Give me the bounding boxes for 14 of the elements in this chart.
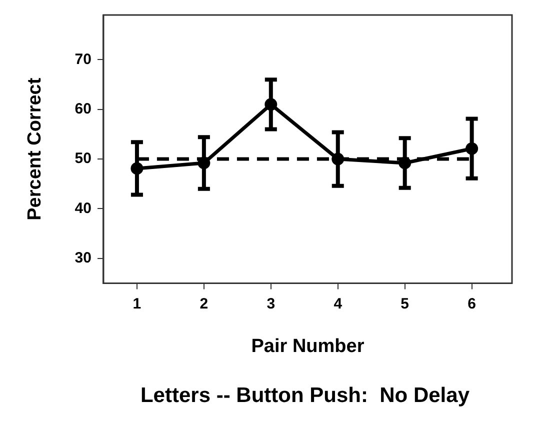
y-tick-label: 60 bbox=[74, 100, 92, 118]
text: Letters -- Button Push: No Delay bbox=[139, 384, 471, 408]
x-tick-label: 6 bbox=[468, 295, 476, 312]
x-axis-title: Pair Number bbox=[251, 336, 365, 357]
y-tick-label: 70 bbox=[74, 50, 92, 68]
y-tick-label: 30 bbox=[74, 250, 92, 267]
y-axis-title: Percent Correct bbox=[24, 77, 46, 220]
y-tick-label: 40 bbox=[74, 200, 92, 217]
x-tick-label: 5 bbox=[400, 295, 410, 312]
x-tick-label: 2 bbox=[200, 295, 208, 312]
x-tick-label: 1 bbox=[132, 295, 142, 312]
x-tick-label: 4 bbox=[334, 295, 343, 312]
x-tick-label: 3 bbox=[266, 295, 276, 312]
y-tick-label: 50 bbox=[74, 150, 92, 168]
